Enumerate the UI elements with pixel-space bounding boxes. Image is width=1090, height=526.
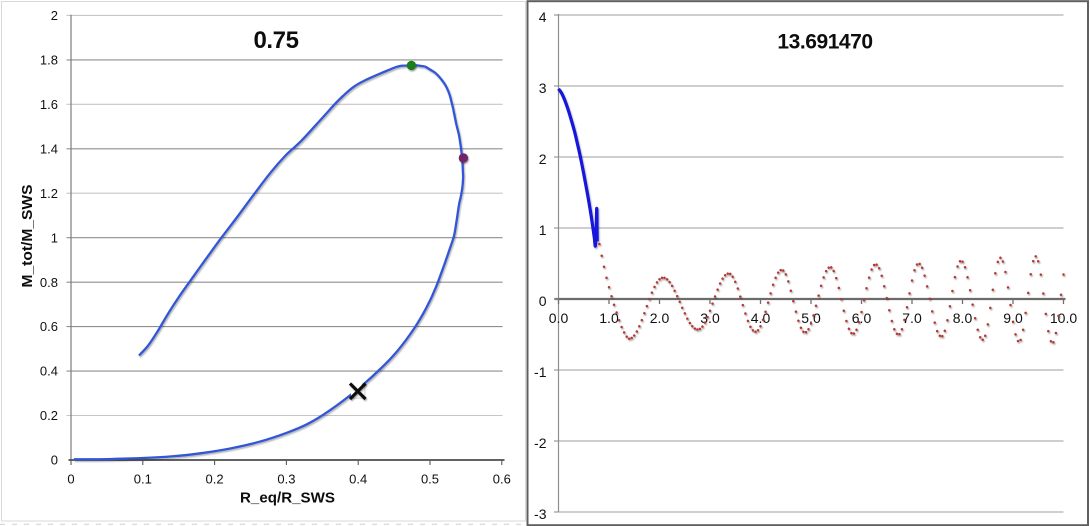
svg-text:1: 1 xyxy=(51,230,58,245)
svg-text:1.0: 1.0 xyxy=(599,310,619,326)
svg-text:6.0: 6.0 xyxy=(852,310,872,326)
svg-text:13.691470: 13.691470 xyxy=(777,31,872,54)
svg-text:0.4: 0.4 xyxy=(40,364,58,379)
svg-text:9.0: 9.0 xyxy=(1003,310,1023,326)
svg-text:4: 4 xyxy=(539,9,547,25)
svg-text:3: 3 xyxy=(539,80,547,96)
svg-text:R_eq/R_SWS: R_eq/R_SWS xyxy=(240,490,335,507)
svg-text:4.0: 4.0 xyxy=(751,310,771,326)
svg-text:-3: -3 xyxy=(534,506,547,522)
svg-text:1.6: 1.6 xyxy=(40,97,58,112)
svg-text:1.8: 1.8 xyxy=(40,53,58,68)
svg-text:0.5: 0.5 xyxy=(421,472,439,487)
svg-text:10.0: 10.0 xyxy=(1050,310,1077,326)
svg-text:0.75: 0.75 xyxy=(253,27,298,54)
svg-text:1.2: 1.2 xyxy=(40,186,58,201)
svg-text:5.0: 5.0 xyxy=(801,310,821,326)
svg-text:8.0: 8.0 xyxy=(953,310,973,326)
svg-text:-2: -2 xyxy=(534,435,547,451)
svg-text:0.6: 0.6 xyxy=(40,319,58,334)
svg-text:0.2: 0.2 xyxy=(206,472,224,487)
svg-text:3.0: 3.0 xyxy=(700,310,720,326)
svg-text:0: 0 xyxy=(51,453,58,468)
svg-text:0.6: 0.6 xyxy=(493,472,511,487)
svg-text:0.3: 0.3 xyxy=(277,472,295,487)
svg-text:0.8: 0.8 xyxy=(40,275,58,290)
svg-text:0: 0 xyxy=(67,472,74,487)
svg-text:2: 2 xyxy=(539,151,547,167)
svg-text:1: 1 xyxy=(539,222,547,238)
svg-text:0.2: 0.2 xyxy=(40,408,58,423)
svg-text:-1: -1 xyxy=(534,364,547,380)
svg-text:1.4: 1.4 xyxy=(40,141,58,156)
svg-text:0.4: 0.4 xyxy=(349,472,367,487)
svg-text:2.0: 2.0 xyxy=(650,310,670,326)
svg-text:0.1: 0.1 xyxy=(134,472,152,487)
svg-text:2: 2 xyxy=(51,8,58,23)
svg-text:0: 0 xyxy=(539,293,547,309)
svg-text:7.0: 7.0 xyxy=(902,310,922,326)
svg-text:0.0: 0.0 xyxy=(549,310,569,326)
svg-text:M_tot/M_SWS: M_tot/M_SWS xyxy=(19,185,36,288)
